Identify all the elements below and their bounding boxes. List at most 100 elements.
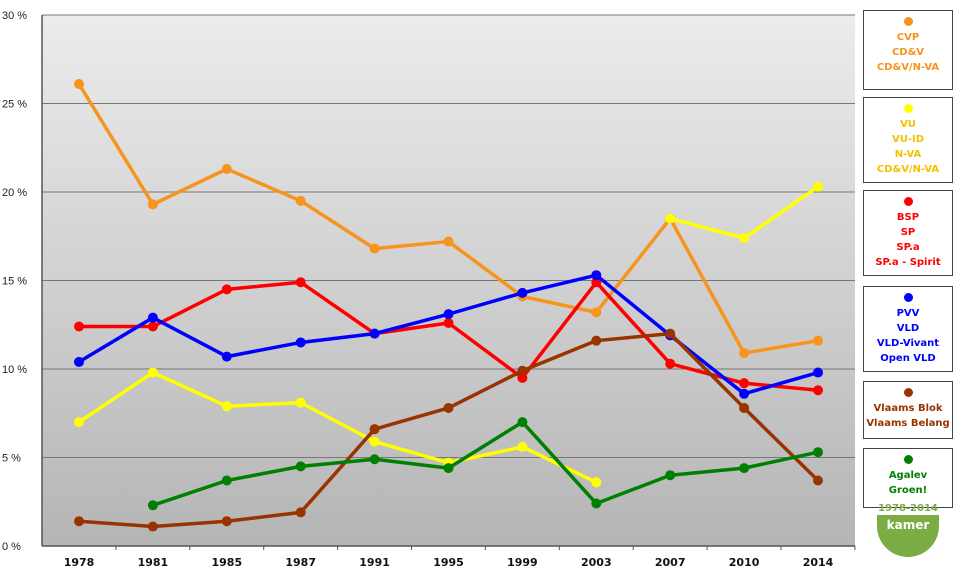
data-point — [443, 309, 454, 320]
data-point — [147, 321, 158, 332]
x-tick-label: 1987 — [285, 556, 316, 569]
badge-years: 1978-2014 — [878, 503, 938, 514]
legend-label: VU — [900, 119, 916, 130]
data-point — [295, 397, 306, 408]
legend-label: BSP — [896, 212, 920, 223]
data-point — [517, 287, 528, 298]
legend-label: PVV — [896, 308, 920, 319]
data-point — [665, 470, 676, 481]
legend-label: VLD-Vivant — [876, 338, 940, 349]
data-point — [517, 372, 528, 383]
x-tick-label: 2010 — [729, 556, 760, 569]
x-tick-label: 2003 — [581, 556, 612, 569]
x-tick-label: 1991 — [359, 556, 390, 569]
data-point — [221, 351, 232, 362]
data-point — [813, 385, 823, 396]
data-point — [74, 516, 84, 527]
data-point — [369, 454, 380, 465]
data-point — [147, 500, 158, 511]
data-point — [221, 284, 232, 295]
legend-label: Open VLD — [880, 353, 936, 364]
data-point — [74, 356, 84, 367]
data-point — [295, 337, 306, 348]
data-point — [295, 195, 306, 206]
data-point — [147, 367, 158, 378]
y-tick-label: 0 % — [2, 541, 21, 553]
legend-entry: BSP SP SP.a SP.a - Spirit — [863, 190, 953, 276]
data-point — [665, 213, 676, 224]
data-point — [739, 388, 750, 399]
y-tick-label: 20 % — [2, 187, 27, 199]
data-point — [221, 516, 232, 527]
y-tick-label: 15 % — [2, 276, 27, 288]
badge-label: kamer — [877, 515, 939, 557]
data-point — [74, 417, 84, 428]
legend-dot-icon — [903, 104, 913, 113]
legend-dot-icon — [903, 455, 913, 464]
data-point — [665, 328, 676, 339]
data-point — [591, 335, 602, 346]
kamer-badge: 1978-2014 kamer — [873, 503, 943, 557]
y-tick-label: 5 % — [2, 453, 21, 465]
legend-label: CD&V/N-VA — [876, 62, 940, 73]
data-point — [443, 402, 454, 413]
data-point — [739, 402, 750, 413]
data-point — [813, 475, 823, 486]
series-line-1 — [78, 370, 598, 484]
data-point — [739, 233, 750, 244]
data-point — [295, 461, 306, 472]
data-point — [369, 328, 380, 339]
legend-label: VU-ID — [891, 134, 925, 145]
legend-label: CD&V — [891, 47, 925, 58]
legend-entry: Vlaams Blok Vlaams Belang — [863, 381, 953, 439]
x-tick-label: 1978 — [64, 556, 95, 569]
data-point — [369, 436, 380, 447]
y-tick-label: 30 % — [2, 10, 27, 22]
legend-dot-icon — [903, 388, 913, 397]
legend-label: Vlaams Belang — [866, 418, 950, 429]
legend-label: N-VA — [894, 149, 922, 160]
data-point — [813, 181, 823, 192]
data-point — [443, 317, 454, 328]
legend-label: CD&V/N-VA — [876, 164, 940, 175]
data-point — [147, 312, 158, 323]
data-point — [517, 417, 528, 428]
legend-label: Groen! — [888, 485, 928, 496]
x-tick-label: 2007 — [655, 556, 686, 569]
data-point — [221, 401, 232, 412]
data-point — [369, 243, 380, 254]
legend-dot-icon — [903, 17, 913, 26]
legend-entry: Agalev Groen! — [863, 448, 953, 508]
data-point — [369, 424, 380, 435]
x-tick-label: 1995 — [433, 556, 464, 569]
data-point — [739, 378, 750, 389]
data-point — [517, 365, 528, 376]
data-point — [813, 367, 823, 378]
data-point — [739, 463, 750, 474]
data-point — [665, 358, 676, 369]
data-point — [813, 335, 823, 346]
legend-label: VLD — [896, 323, 920, 334]
data-point — [517, 441, 528, 452]
data-point — [147, 521, 158, 532]
legend-entry: PVV VLD VLD-Vivant Open VLD — [863, 286, 953, 372]
data-point — [591, 270, 602, 281]
legend-label: SP.a — [896, 242, 920, 253]
y-tick-label: 10 % — [2, 364, 27, 376]
legend-label: CVP — [896, 32, 920, 43]
data-point — [221, 163, 232, 174]
data-point — [813, 447, 823, 458]
series-line-5 — [152, 420, 819, 507]
line-chart: 0 % 5 % 10 % 15 % 20 % 25 % 30 % 1978 1981 1985 19… — [2, 10, 856, 569]
data-point — [221, 475, 232, 486]
data-point — [443, 463, 454, 474]
data-point — [739, 348, 750, 359]
data-point — [591, 277, 602, 288]
data-point — [591, 307, 602, 318]
data-point — [147, 199, 158, 210]
data-point — [443, 236, 454, 247]
data-point — [591, 477, 602, 488]
data-point — [295, 277, 306, 288]
y-tick-label: 25 % — [2, 99, 27, 111]
x-tick-label: 2014 — [803, 556, 834, 569]
